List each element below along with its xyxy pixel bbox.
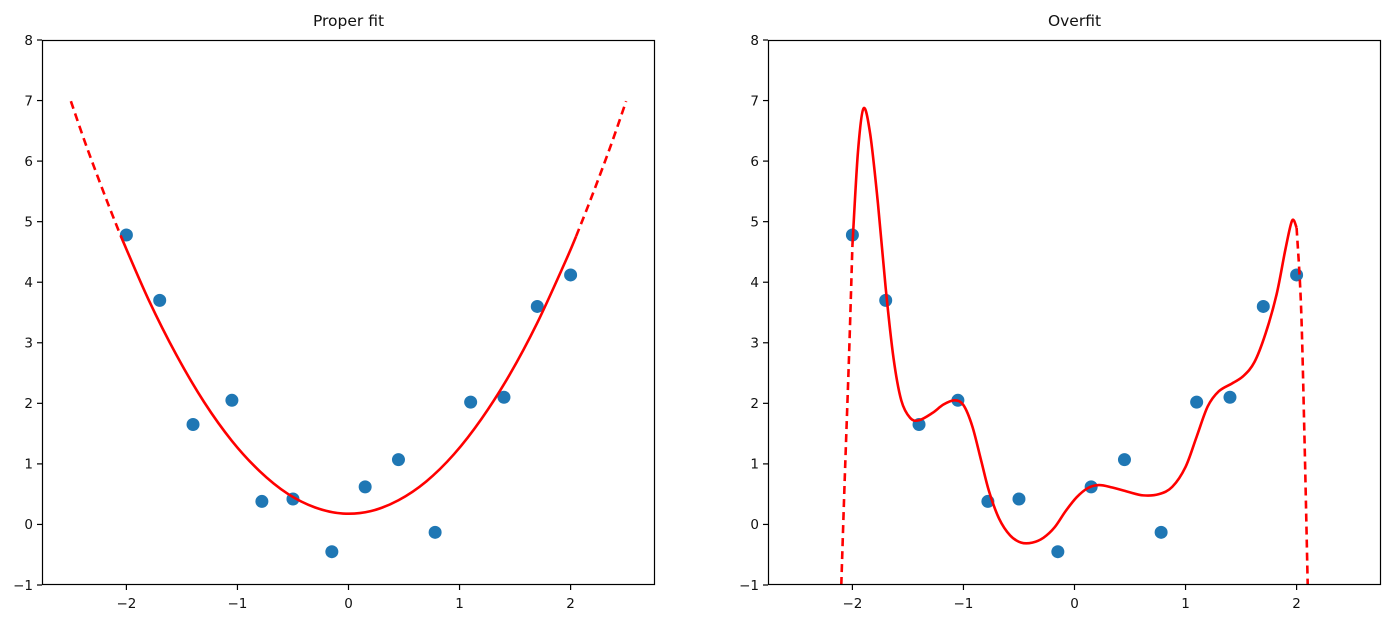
data-point	[325, 545, 339, 559]
x-tick-label: 2	[566, 596, 575, 612]
data-point	[464, 395, 478, 409]
y-tick-label: −1	[739, 578, 759, 594]
data-point	[391, 453, 405, 467]
overfit-extrapolation-left-path	[839, 245, 854, 585]
y-tick-label: 3	[750, 336, 759, 352]
proper-fit-extrapolation-left-path	[69, 100, 123, 237]
data-point	[1154, 525, 1168, 539]
y-tick-label: 4	[24, 275, 33, 291]
x-tick-label: −2	[842, 596, 862, 612]
x-tick-label: 1	[1181, 596, 1190, 612]
x-tick-label: 0	[344, 596, 353, 612]
x-tick-label: 1	[455, 596, 464, 612]
subplot-proper-fit: −2 −1 0 1 2 −1 0 1 2 3 4 5 6 7 8 Proper fit	[13, 12, 656, 612]
y-tick-label: 2	[750, 396, 759, 412]
y-tick-label: 7	[750, 93, 759, 109]
y-tick-label: −1	[13, 578, 33, 594]
data-point	[497, 390, 511, 404]
data-point	[428, 525, 442, 539]
x-tick-label: 2	[1292, 596, 1301, 612]
proper-fit-extrapolation-right-path	[574, 100, 628, 237]
x-tick-label: −2	[116, 596, 136, 612]
data-point	[1290, 268, 1304, 282]
subplot-overfit: −2 −1 0 1 2 −1 0 1 2 3 4 5 6 7 8 Overfit	[700, 0, 1391, 628]
axes-frame	[767, 39, 1382, 586]
data-point	[153, 293, 167, 307]
data-point	[564, 268, 578, 282]
data-point	[530, 299, 544, 313]
data-point	[1190, 395, 1204, 409]
x-tick-label: −1	[227, 596, 247, 612]
chart-title: Proper fit	[313, 12, 384, 30]
y-tick-label: 8	[750, 33, 759, 49]
data-layer	[839, 106, 1310, 585]
y-tick-label: 5	[24, 214, 33, 230]
data-point	[1012, 492, 1026, 506]
axes-frame	[41, 39, 656, 586]
data-point	[358, 480, 372, 494]
data-layer	[69, 100, 628, 559]
proper-fit-curve-solid-path	[119, 235, 578, 516]
x-tick-label: −1	[953, 596, 973, 612]
y-tick-label: 0	[24, 517, 33, 533]
y-tick-label: 7	[24, 93, 33, 109]
y-tick-label: 3	[24, 336, 33, 352]
data-point	[119, 228, 133, 242]
y-tick-label: 1	[24, 457, 33, 473]
data-point	[255, 494, 269, 508]
y-tick-label: 0	[750, 517, 759, 533]
chart-title: Overfit	[1048, 12, 1101, 30]
y-tick-label: 8	[24, 33, 33, 49]
overfit-curve-solid-path	[851, 106, 1298, 545]
overfit-extrapolation-right-path	[1295, 227, 1310, 585]
y-tick-label: 6	[24, 154, 33, 170]
data-point	[1117, 453, 1131, 467]
data-point	[1223, 390, 1237, 404]
plot-canvas: −2 −1 0 1 2 −1 0 1 2 3 4 5 6 7 8 Proper fit	[13, 12, 656, 612]
data-point	[225, 393, 239, 407]
data-point	[186, 418, 200, 432]
y-tick-label: 6	[750, 154, 759, 170]
y-tick-label: 5	[750, 214, 759, 230]
data-point	[1256, 299, 1270, 313]
y-tick-label: 2	[24, 396, 33, 412]
data-point	[1051, 545, 1065, 559]
y-tick-label: 4	[750, 275, 759, 291]
y-tick-label: 1	[750, 457, 759, 473]
plot-canvas: −2 −1 0 1 2 −1 0 1 2 3 4 5 6 7 8 Overfit	[739, 12, 1382, 612]
x-tick-label: 0	[1070, 596, 1079, 612]
